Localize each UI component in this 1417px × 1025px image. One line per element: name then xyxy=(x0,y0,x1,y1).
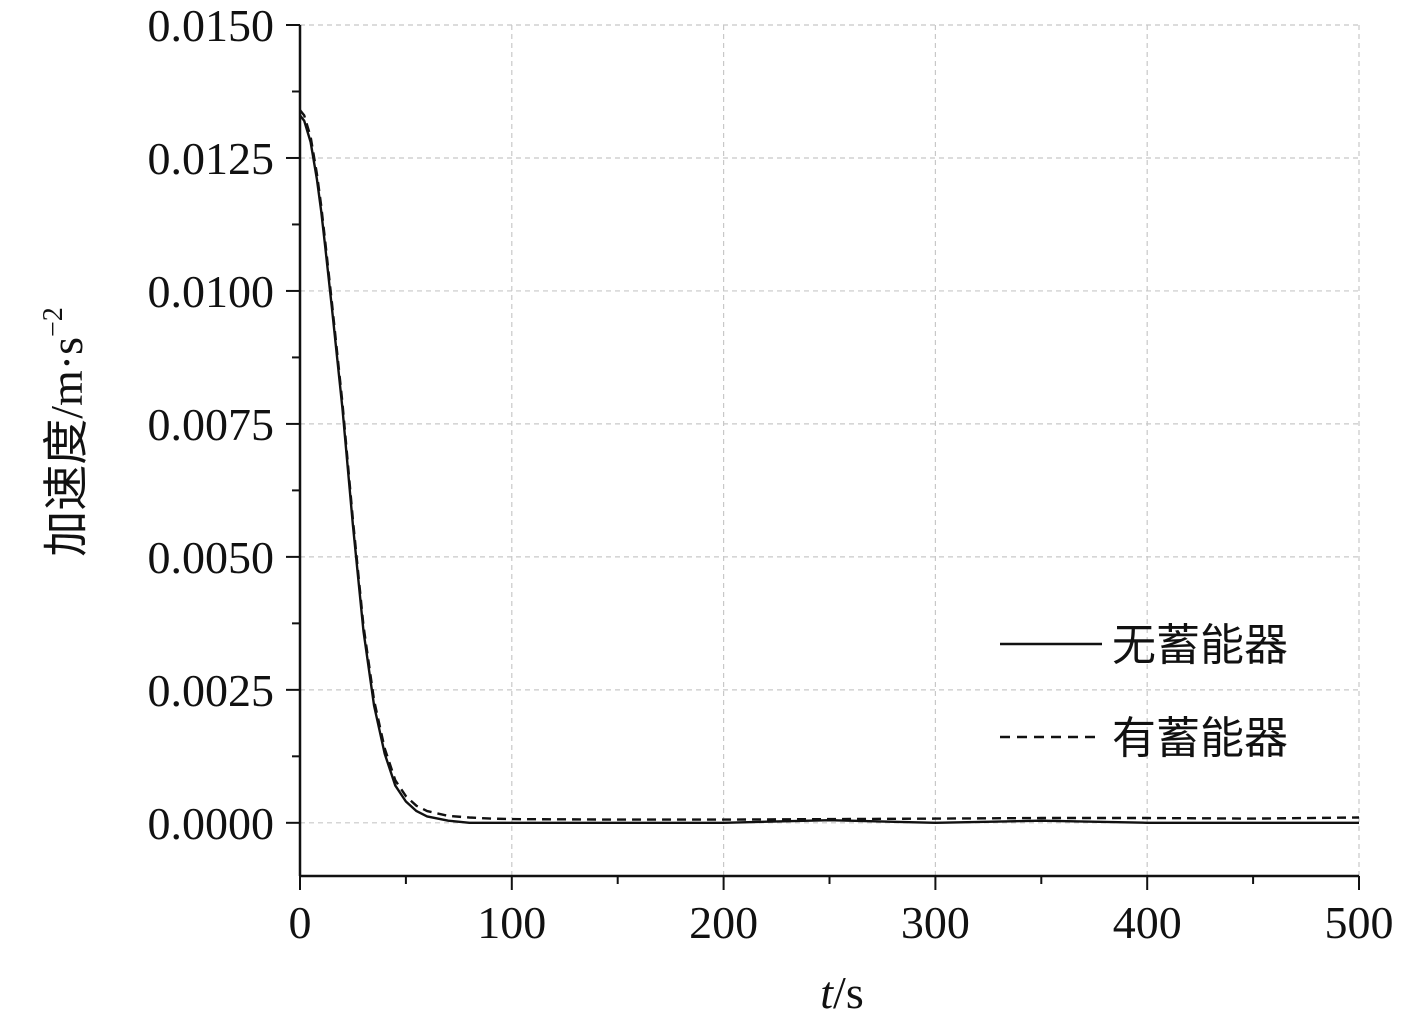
y-tick-label: 0.0025 xyxy=(148,665,275,716)
x-tick-label: 500 xyxy=(1325,897,1394,948)
y-tick-label: 0.0075 xyxy=(148,399,275,450)
y-axis-title-sup: −2 xyxy=(38,307,69,337)
y-tick-label: 0.0050 xyxy=(148,532,275,583)
y-axis-title: 加速度/m·s−2 xyxy=(38,307,92,557)
x-tick-label: 300 xyxy=(901,897,970,948)
x-axis-title-italic: t xyxy=(820,967,834,1018)
legend-label-solid: 无蓄能器 xyxy=(1112,620,1288,671)
y-tick-label: 0.0000 xyxy=(148,798,275,849)
x-tick-label: 100 xyxy=(477,897,546,948)
y-tick-label: 0.0125 xyxy=(148,133,275,184)
tick-labels: 0 100 200 300 400 500 0.0000 0.0025 0.0050 0.0075… xyxy=(148,0,1394,948)
x-axis-title: t/s xyxy=(820,967,863,1018)
legend-label-dashed: 有蓄能器 xyxy=(1112,713,1288,764)
y-tick-label: 0.0150 xyxy=(148,0,275,51)
y-axis-title-main: 加速度/m·s xyxy=(41,337,92,557)
x-tick-label: 200 xyxy=(689,897,758,948)
x-tick-label: 400 xyxy=(1113,897,1182,948)
x-axis-title-unit: /s xyxy=(833,967,864,1018)
x-tick-label: 0 xyxy=(289,897,312,948)
series-lines xyxy=(299,109,1360,824)
legend: 无蓄能器 有蓄能器 xyxy=(1000,620,1288,764)
y-tick-label: 0.0100 xyxy=(148,266,275,317)
axes xyxy=(286,24,1360,890)
series-line-2 xyxy=(299,109,1360,821)
